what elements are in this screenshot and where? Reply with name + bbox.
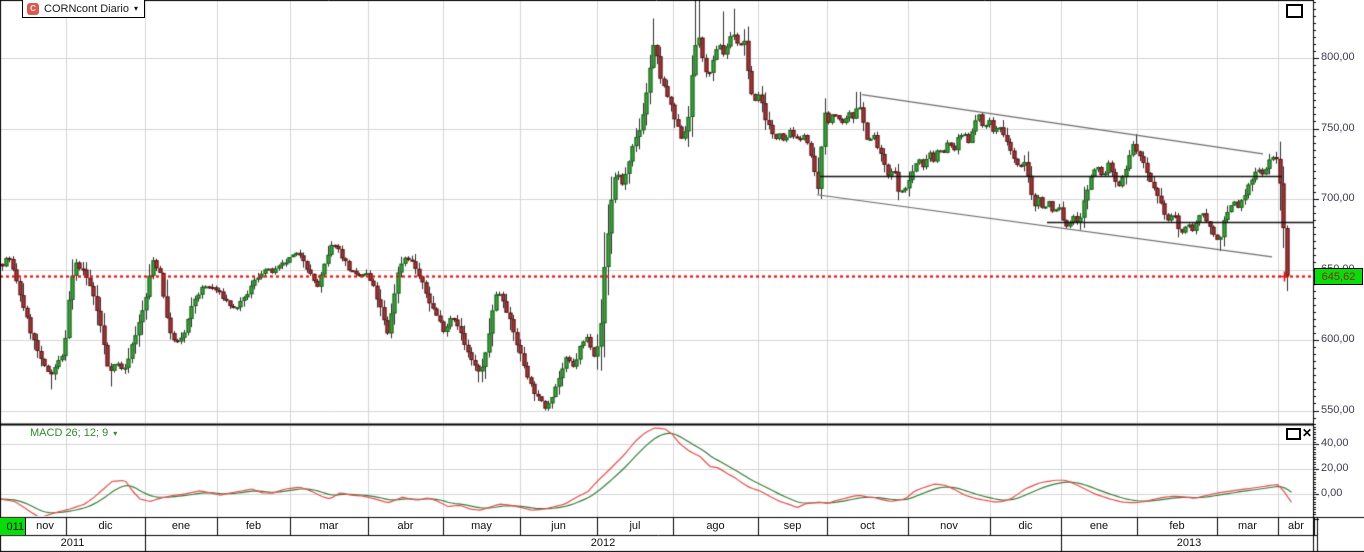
macd-indicator-selector[interactable]: MACD 26; 12; 9 ▾	[30, 427, 117, 439]
month-label: ene	[1089, 520, 1109, 532]
month-label: dic	[98, 520, 113, 532]
price-axis-label: 750,00	[1321, 121, 1355, 134]
month-label: dic	[1018, 520, 1033, 532]
macd-axis-label: 40,00	[1321, 437, 1349, 449]
year-label: 2011	[60, 537, 85, 549]
macd-value-axis[interactable]: 40,00 20,00 0,00	[1313, 425, 1364, 517]
month-label: abr	[397, 520, 414, 532]
symbol-title: CORNcont Diario	[44, 2, 129, 15]
month-label: oct	[860, 520, 875, 532]
macd-axis-label: 0,00	[1321, 487, 1343, 499]
price-axis-label: 700,00	[1321, 192, 1355, 204]
month-label: feb	[245, 520, 262, 532]
month-label: abr	[1288, 520, 1304, 532]
month-label: mar	[319, 520, 339, 532]
month-label: ene	[171, 520, 191, 532]
price-axis-label: 800,00	[1321, 51, 1355, 63]
macd-dropdown-arrow-icon: ▾	[113, 428, 118, 438]
current-year-highlight: 011	[0, 518, 26, 535]
month-label: feb	[1169, 520, 1185, 532]
macd-label-text: MACD 26; 12; 9	[30, 427, 109, 439]
symbol-selector[interactable]: C CORNcont Diario ▾	[22, 0, 145, 18]
price-axis-label: 550,00	[1321, 403, 1355, 416]
month-label: nov	[36, 520, 54, 532]
time-axis[interactable]: 011 nov dic ene feb mar abr may jun jul ago sep oct…	[0, 517, 1364, 552]
month-label: may	[471, 520, 492, 532]
price-axis-label: 600,00	[1321, 333, 1355, 345]
symbol-dropdown-arrow-icon: ▾	[133, 4, 138, 13]
macd-axis-label: 20,00	[1321, 462, 1349, 474]
last-price-tag: 645,62	[1314, 268, 1363, 285]
month-label: jul	[629, 520, 641, 532]
instrument-icon: C	[27, 2, 39, 15]
month-label: jun	[551, 520, 566, 532]
month-label: ago	[706, 520, 725, 532]
month-label: nov	[940, 520, 958, 532]
main-panel-maximize-button[interactable]	[1286, 4, 1303, 18]
year-label: 2012	[590, 537, 616, 549]
month-label: mar	[1238, 520, 1257, 532]
macd-panel-maximize-button[interactable]	[1286, 428, 1301, 440]
year-label: 2013	[1176, 537, 1202, 549]
macd-panel-close-icon[interactable]: ✕	[1302, 426, 1313, 440]
month-label: sep	[783, 520, 802, 532]
